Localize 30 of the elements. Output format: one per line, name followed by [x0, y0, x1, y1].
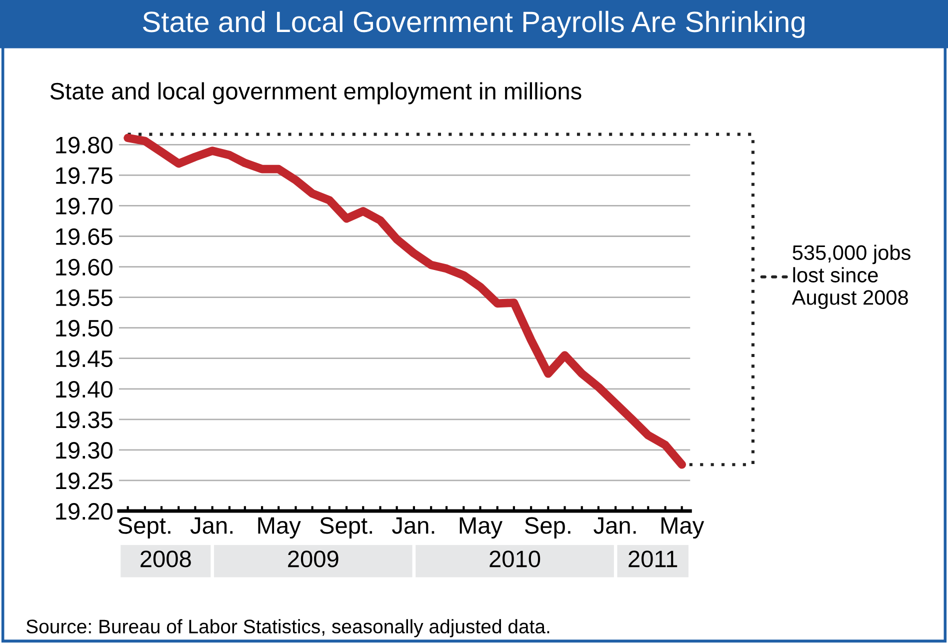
y-tick-label: 19.30: [56, 442, 112, 459]
x-tick-label: May: [258, 517, 301, 539]
y-tick-label: 19.40: [56, 380, 112, 398]
x-tick-label: May: [460, 517, 502, 539]
x-tick-label: Jan.: [594, 517, 636, 534]
y-tick-label: 19.70: [56, 198, 112, 215]
y-axis-title: State and local government employment in millions: [50, 82, 582, 104]
y-tick-label: 19.80: [56, 136, 112, 154]
y-tick-label: 19.55: [56, 289, 112, 306]
x-tick-label: Sept.: [118, 517, 170, 539]
x-tick-label: May: [661, 517, 704, 539]
source-note: Source: Bureau of Labor Statistics, seasonally adjusted data.: [26, 619, 550, 638]
text: 2011: [628, 550, 678, 568]
y-tick-label: 19.50: [56, 320, 112, 337]
y-tick-label: 19.65: [56, 228, 112, 246]
chart-title: State and Local Government Payrolls Are Shrinking: [142, 10, 804, 38]
x-tick-label: Jan.: [190, 517, 232, 534]
text: 535,000 jobs lost since August 2008: [792, 244, 910, 309]
x-tick-label: Sep.: [524, 517, 570, 539]
y-tick-label: 19.45: [56, 350, 112, 368]
text: 2010: [490, 550, 540, 568]
y-tick-label: 19.25: [56, 472, 112, 490]
x-tick-label: Sept.: [320, 517, 372, 539]
x-tick-label: Jan.: [392, 517, 434, 534]
y-tick-label: 19.60: [56, 258, 112, 276]
text: 2008: [140, 550, 191, 568]
y-tick-label: 19.75: [56, 167, 112, 184]
text: 2009: [288, 550, 338, 568]
y-tick-label: 19.35: [56, 411, 112, 428]
y-tick-label: 19.20: [56, 503, 112, 520]
